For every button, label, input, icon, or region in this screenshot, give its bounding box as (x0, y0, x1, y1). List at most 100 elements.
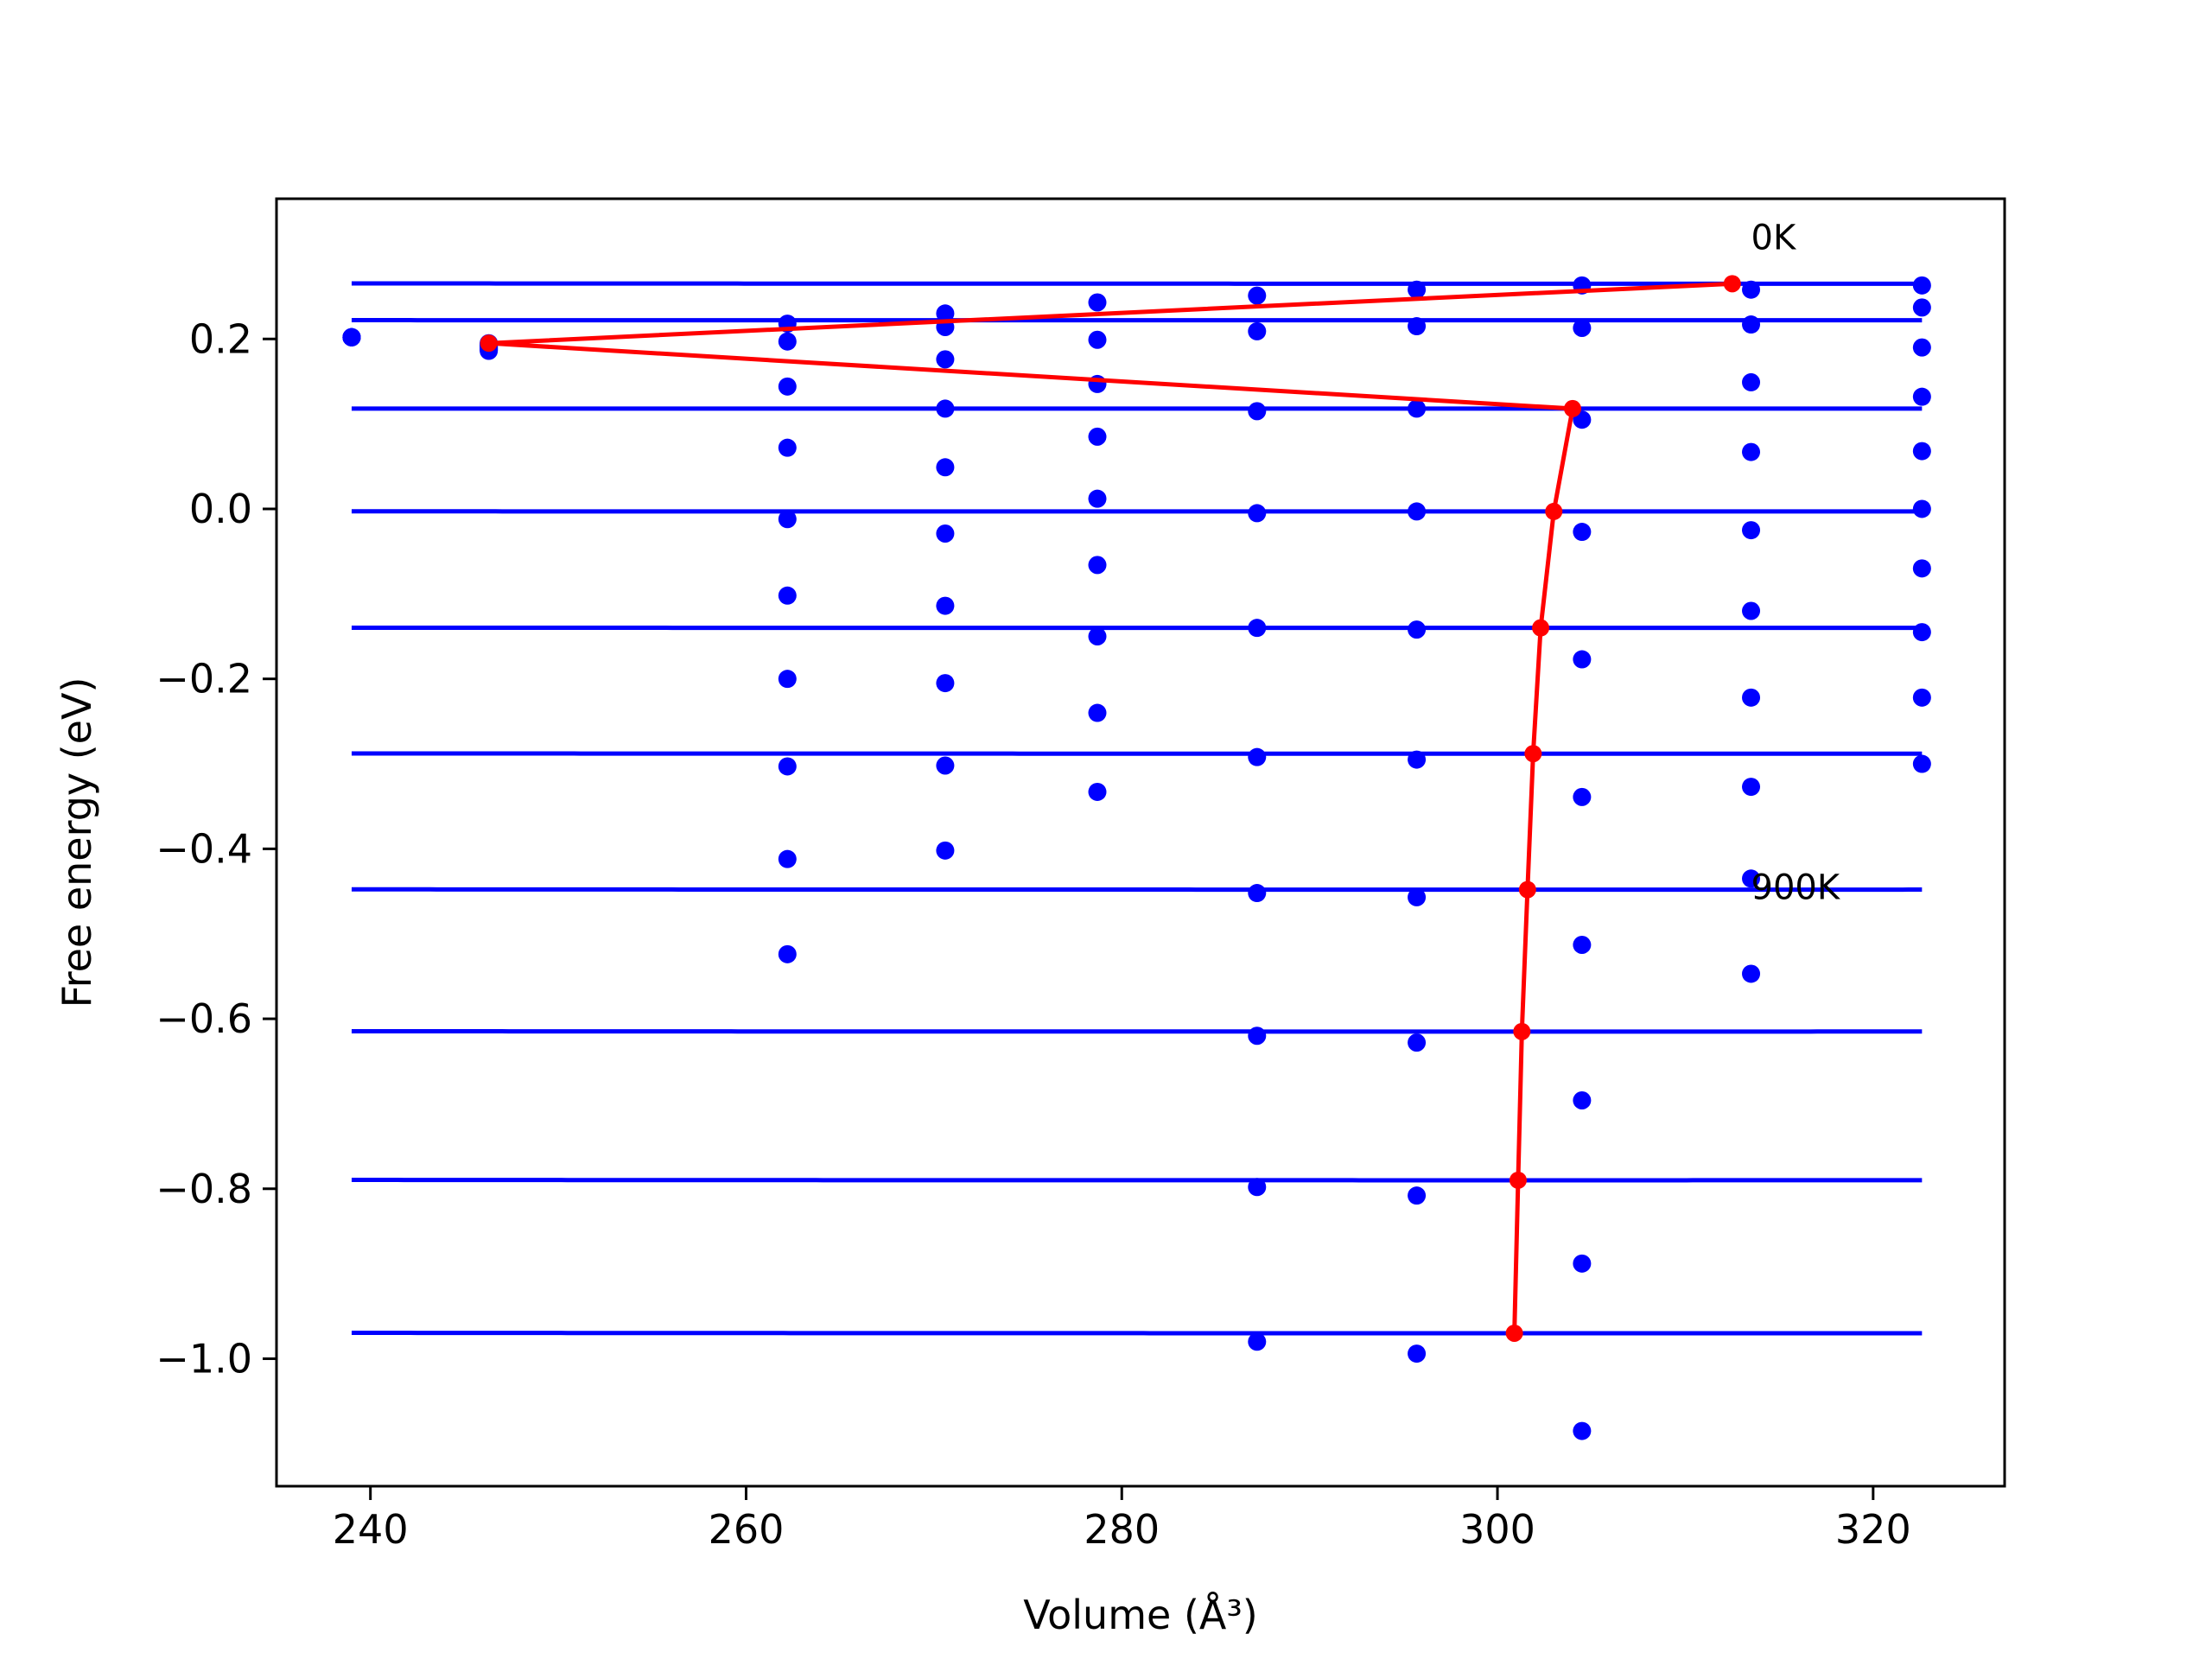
data-point-300K (1408, 502, 1427, 521)
data-point-100K (1088, 330, 1107, 349)
data-point-500K (936, 524, 955, 543)
data-point-0K (1248, 286, 1267, 305)
x-tick-label: 240 (333, 1506, 409, 1553)
data-point-700K (1573, 1090, 1592, 1109)
data-point-300K (936, 399, 955, 418)
data-point-800K (1088, 782, 1107, 801)
annotation-label: 0K (1751, 218, 1797, 257)
data-point-900K (1912, 754, 1931, 773)
x-tick-label: 280 (1084, 1506, 1160, 1553)
data-point-900K (1573, 1421, 1592, 1440)
data-point-900K (778, 944, 797, 963)
data-point-200K (778, 377, 797, 396)
minimum-point (1532, 619, 1550, 637)
x-axis-label: Volume (Å³) (1023, 1592, 1258, 1638)
data-point-600K (1573, 936, 1592, 955)
data-point-600K (936, 596, 955, 615)
data-point-400K (936, 458, 955, 477)
data-point-500K (1573, 787, 1592, 806)
minimum-point (480, 334, 498, 353)
data-point-200K (1248, 402, 1267, 421)
minimum-point (1564, 399, 1581, 417)
x-tick-label: 320 (1835, 1506, 1911, 1553)
data-point-600K (778, 670, 797, 689)
y-tick-label: −0.2 (156, 656, 252, 702)
data-point-700K (1912, 623, 1931, 642)
data-point-400K (1912, 442, 1931, 461)
plot-content (342, 275, 1931, 1440)
data-point-0K (1912, 276, 1931, 295)
data-point-400K (1742, 521, 1761, 540)
y-tick-label: −0.4 (156, 825, 252, 872)
data-point-600K (1742, 688, 1761, 707)
data-point-900K (1248, 1332, 1267, 1351)
data-point-300K (1912, 387, 1931, 406)
y-tick-label: 0.2 (189, 315, 252, 362)
minimum-point (1509, 1171, 1527, 1189)
data-point-300K (1088, 427, 1107, 446)
data-point-800K (936, 756, 955, 775)
data-point-700K (1742, 778, 1761, 797)
data-point-200K (1742, 372, 1761, 391)
data-point-800K (1912, 688, 1931, 707)
data-point-300K (1573, 523, 1592, 542)
data-point-0K (936, 304, 955, 323)
data-point-0K (1742, 280, 1761, 299)
annotations: 0K 900K (1751, 218, 1841, 907)
minimum-point (1518, 880, 1536, 899)
data-point-800K (1742, 869, 1761, 888)
y-axis-label: Free energy (eV) (54, 677, 100, 1008)
data-point-900K (342, 327, 361, 346)
x-axis: 240 260 280 300 320 (333, 1486, 1911, 1553)
x-tick-label: 260 (709, 1506, 785, 1553)
data-point-500K (778, 586, 797, 605)
y-tick-label: −0.6 (156, 995, 252, 1042)
data-point-100K (1408, 317, 1427, 336)
data-point-500K (1088, 556, 1107, 575)
data-point-0K (1408, 280, 1427, 299)
plot-frame (275, 197, 2006, 1488)
data-point-400K (1248, 619, 1267, 638)
x-tick-label: 300 (1459, 1506, 1535, 1553)
data-point-700K (1248, 1027, 1267, 1046)
minimum-point (1545, 502, 1563, 520)
y-tick-label: −0.8 (156, 1166, 252, 1212)
data-point-700K (936, 674, 955, 693)
data-point-500K (1248, 747, 1267, 766)
data-point-700K (1408, 1033, 1427, 1052)
data-point-400K (1573, 650, 1592, 669)
data-point-500K (1912, 499, 1931, 518)
data-point-200K (1408, 399, 1427, 418)
data-point-400K (1408, 620, 1427, 639)
y-tick-label: 0.0 (189, 486, 252, 532)
minimum-point (1513, 1022, 1531, 1040)
data-point-600K (1408, 887, 1427, 906)
data-point-800K (1248, 1178, 1267, 1197)
minimum-point (1524, 745, 1542, 763)
data-point-600K (1248, 884, 1267, 903)
data-point-700K (1088, 703, 1107, 722)
data-point-900K (1408, 1344, 1427, 1363)
data-point-600K (1912, 559, 1931, 578)
data-point-200K (936, 350, 955, 369)
minimum-point (1505, 1324, 1523, 1342)
data-point-800K (1408, 1186, 1427, 1205)
data-point-300K (1248, 504, 1267, 523)
data-point-700K (778, 757, 797, 776)
data-point-400K (778, 510, 797, 529)
data-point-0K (1088, 293, 1107, 312)
data-point-300K (778, 438, 797, 457)
minima-path (486, 281, 1732, 1334)
data-point-400K (1088, 489, 1107, 508)
data-point-500K (1408, 750, 1427, 769)
y-axis: 0.2 0.0 −0.2 −0.4 −0.6 −0.8 −1.0 (156, 315, 276, 1382)
data-point-100K (778, 332, 797, 351)
data-point-600K (1088, 627, 1107, 646)
data-point-200K (1912, 338, 1931, 357)
data-point-800K (1573, 1254, 1592, 1273)
data-point-100K (1573, 318, 1592, 337)
data-point-900K (1742, 964, 1761, 983)
data-point-900K (936, 841, 955, 860)
data-point-800K (778, 849, 797, 868)
